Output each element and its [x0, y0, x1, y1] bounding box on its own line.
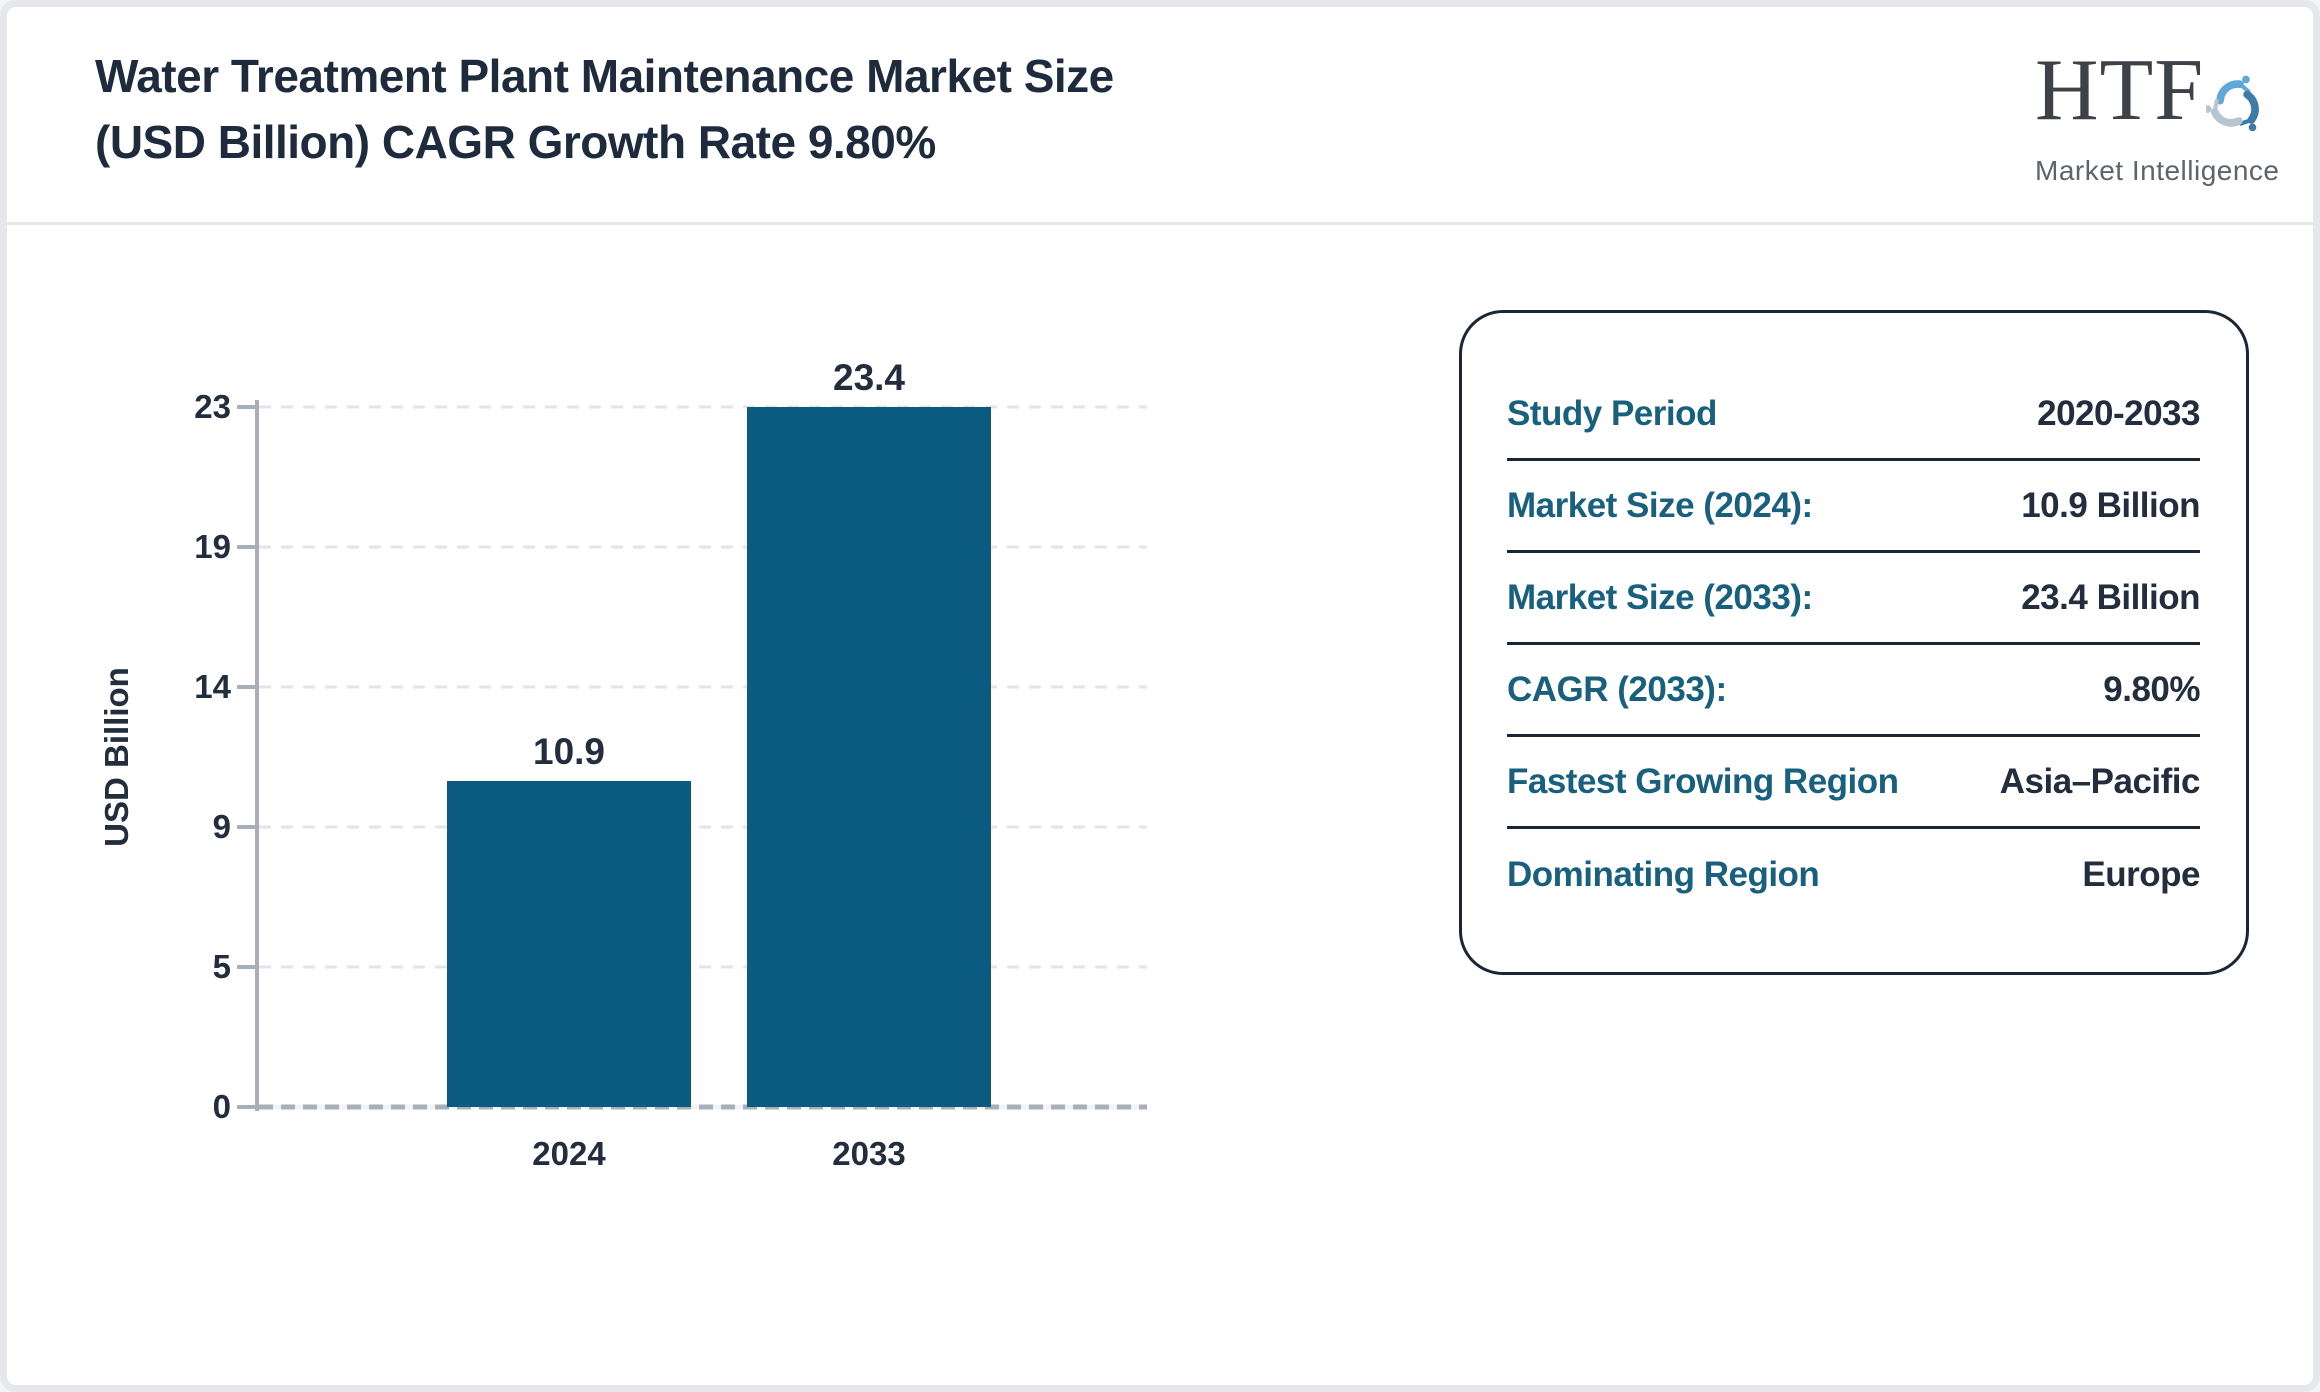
info-row-value: 2020-2033 — [2037, 393, 2200, 433]
page-title-line2: (USD Billion) CAGR Growth Rate 9.80% — [95, 116, 936, 168]
info-row-label: Study Period — [1507, 393, 1717, 433]
info-row-market-size-2024: Market Size (2024): 10.9 Billion — [1507, 461, 2200, 553]
gridline — [259, 545, 1147, 549]
gridline — [259, 685, 1147, 689]
page-title: Water Treatment Plant Maintenance Market… — [95, 43, 1114, 175]
info-row-market-size-2033: Market Size (2033): 23.4 Billion — [1507, 553, 2200, 645]
key-facts-card: Study Period 2020-2033 Market Size (2024… — [1459, 310, 2249, 975]
page-title-line1: Water Treatment Plant Maintenance Market… — [95, 50, 1114, 102]
bar-2024: 10.9 — [447, 731, 691, 1107]
tick-mark — [237, 545, 259, 549]
y-tick-23: 23 — [7, 388, 259, 426]
y-tick-label: 0 — [212, 1088, 231, 1125]
info-row-dominating-region: Dominating Region Europe — [1507, 829, 2200, 921]
y-tick-label: 9 — [212, 808, 231, 845]
tick-mark — [237, 685, 259, 689]
y-tick-9: 9 — [7, 808, 259, 846]
y-tick-label: 23 — [194, 388, 231, 425]
tick-mark — [237, 405, 259, 409]
logo-subtitle: Market Intelligence — [2035, 155, 2280, 186]
htf-logo: HTF Market Intelligence — [2035, 45, 2280, 187]
info-row-value: 23.4 Billion — [2021, 577, 2200, 617]
bar-2033: 23.4 — [747, 357, 991, 1107]
info-row-value: Europe — [2082, 855, 2200, 894]
tick-mark — [237, 965, 259, 969]
bar-value-2024: 10.9 — [532, 730, 606, 772]
y-tick-label: 14 — [194, 668, 231, 705]
y-tick-5: 5 — [7, 948, 259, 986]
logo-top-row: HTF — [2035, 45, 2265, 159]
bar-slot-2024: 10.9 2024 — [447, 407, 691, 1172]
gridline — [259, 405, 1147, 409]
y-tick-label: 5 — [212, 948, 231, 985]
info-row-value: 10.9 Billion — [2021, 485, 2200, 525]
info-row-cagr: CAGR (2033): 9.80% — [1507, 645, 2200, 737]
gridline — [259, 965, 1147, 969]
info-row-label: Fastest Growing Region — [1507, 761, 1899, 801]
tick-mark — [237, 1105, 259, 1109]
tick-mark — [237, 825, 259, 829]
logo-swirl-icon — [2206, 75, 2260, 132]
info-row-label: Market Size (2033): — [1507, 577, 1813, 617]
y-tick-0: 0 — [7, 1088, 259, 1126]
logo-acronym: HTF — [2035, 42, 2205, 139]
plot-area: 10.9 2024 23.4 2033 — [259, 357, 1147, 1172]
info-row-label: Market Size (2024): — [1507, 485, 1813, 525]
info-row-label: CAGR (2033): — [1507, 669, 1727, 709]
info-row-value: Asia–Pacific — [1999, 761, 2201, 801]
info-row-value: 9.80% — [2103, 669, 2200, 709]
y-tick-label: 19 — [194, 528, 231, 565]
bar-value-2033: 23.4 — [832, 357, 906, 398]
header-divider — [7, 222, 2313, 225]
y-axis-line — [255, 400, 259, 1111]
y-tick-14: 14 — [7, 668, 259, 706]
bar-slot-2033: 23.4 2033 — [747, 357, 991, 1172]
info-row-label: Dominating Region — [1507, 855, 1820, 894]
info-row-fastest-growing-region: Fastest Growing Region Asia–Pacific — [1507, 737, 2201, 829]
x-tick-label-2033: 2033 — [832, 1135, 906, 1172]
gridline — [259, 825, 1147, 829]
y-tick-19: 19 — [7, 528, 259, 566]
x-tick-label-2024: 2024 — [532, 1135, 606, 1172]
x-axis-baseline — [259, 1104, 1147, 1110]
info-row-study-period: Study Period 2020-2033 — [1507, 369, 2200, 461]
